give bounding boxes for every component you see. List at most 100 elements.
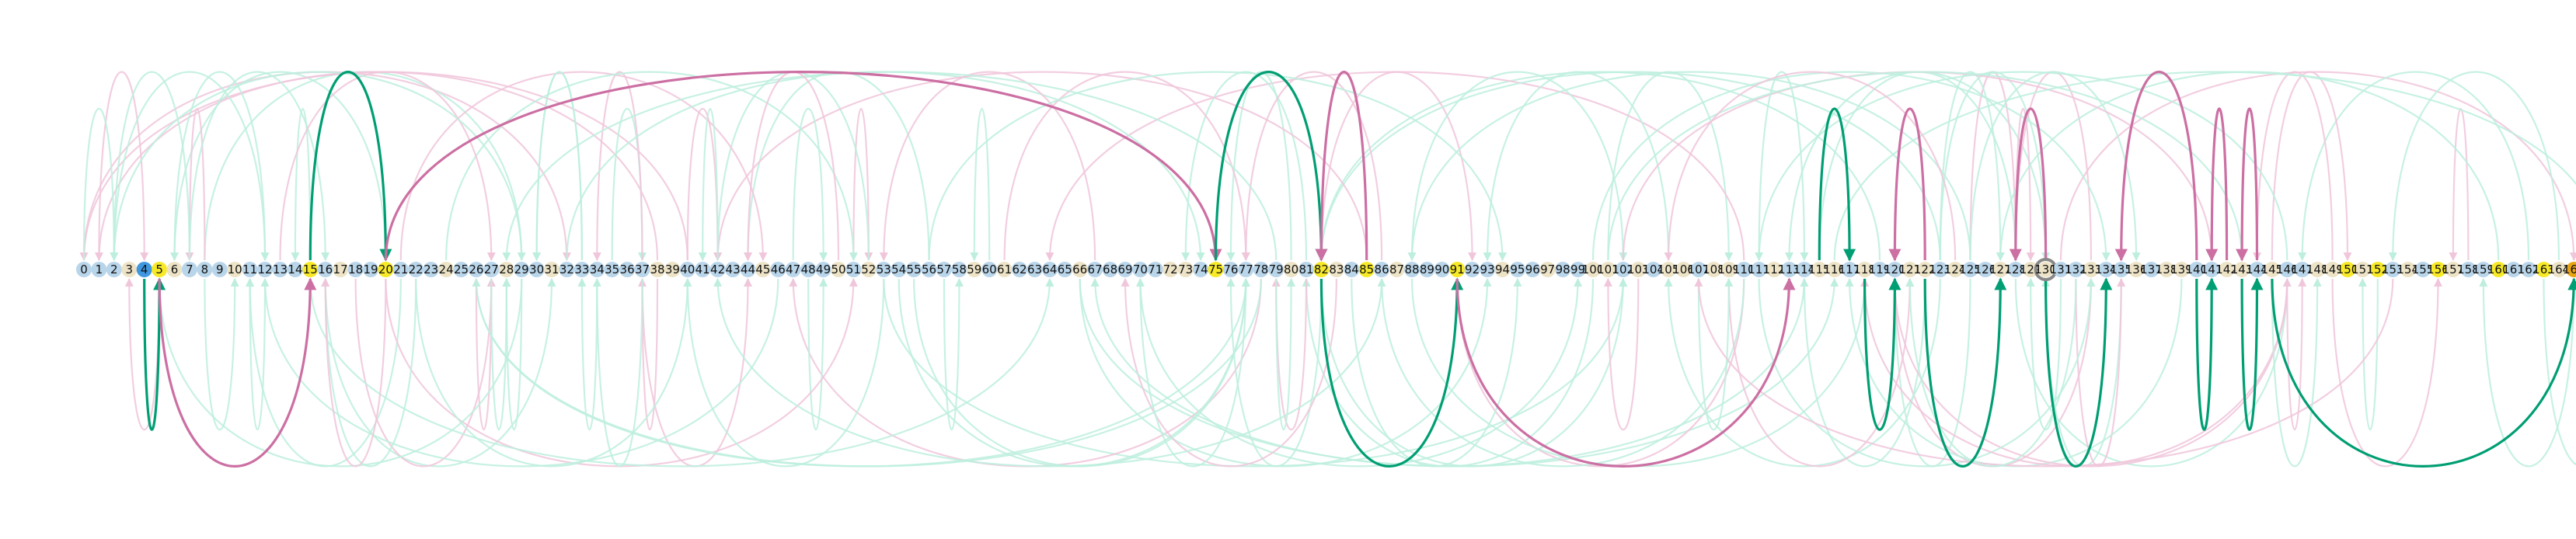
faint-arc [2286, 277, 2307, 431]
node-circle [152, 262, 168, 277]
node-circle [966, 262, 982, 277]
node-circle [921, 262, 937, 277]
graph-node: 151 [2351, 262, 2374, 277]
node-label: 49 [816, 263, 831, 276]
graph-node: 3 [121, 262, 138, 277]
node-label: 131 [2050, 263, 2072, 276]
faint-arc [415, 277, 692, 468]
graph-node: 21 [392, 262, 409, 277]
node-label: 28 [499, 263, 514, 276]
node-circle [755, 262, 771, 277]
node-circle [2445, 262, 2461, 277]
node-circle [1253, 262, 1269, 277]
graph-node: 63 [1027, 262, 1043, 277]
graph-node: 113 [1778, 262, 1800, 277]
node-circle [604, 262, 620, 277]
faint-arc [913, 277, 1250, 468]
graph-node: 78 [1253, 262, 1269, 277]
node-circle [483, 262, 500, 277]
node-circle [1917, 262, 1933, 277]
graph-node: 104 [1642, 262, 1664, 277]
graph-node: 42 [709, 262, 726, 277]
node-circle [815, 262, 831, 277]
graph-node: 120 [1884, 262, 1906, 277]
node-label: 140 [2185, 263, 2208, 276]
graph-node: 48 [800, 262, 817, 277]
node-circle [197, 262, 213, 277]
node-circle [2324, 262, 2341, 277]
graph-node: 124 [1944, 262, 1967, 277]
node-label: 135 [2110, 263, 2132, 276]
node-label: 147 [2291, 263, 2313, 276]
node-circle [2007, 262, 2024, 277]
node-label: 75 [1208, 263, 1223, 276]
node-circle [2204, 262, 2220, 277]
graph-node: 95 [1509, 262, 1525, 277]
faint-arc [399, 71, 768, 262]
node-label: 137 [2140, 263, 2163, 276]
node-label: 32 [559, 263, 574, 276]
node-label: 21 [393, 263, 408, 276]
faint-arc [185, 107, 206, 262]
node-label: 159 [2472, 263, 2494, 276]
strong-arc [2009, 107, 2048, 262]
node-label: 117 [1839, 263, 1861, 276]
graph-node: 17 [333, 262, 349, 277]
node-label: 26 [469, 263, 483, 276]
node-label: 133 [2080, 263, 2103, 276]
node-circle [573, 262, 590, 277]
graph-node: 98 [1555, 262, 1571, 277]
node-label: 1 [96, 263, 103, 276]
graph-node: 0 [76, 262, 92, 277]
faint-arc [2271, 277, 2322, 468]
node-label: 164 [2548, 263, 2571, 276]
node-label: 132 [2065, 263, 2087, 276]
node-label: 88 [1404, 263, 1419, 276]
node-label: 126 [1975, 263, 1997, 276]
node-label: 134 [2095, 263, 2118, 276]
node-circle [2491, 262, 2507, 277]
node-label: 16 [318, 263, 333, 276]
node-label: 19 [363, 263, 378, 276]
strong-arc [2236, 107, 2259, 262]
graph-node: 94 [1494, 262, 1511, 277]
graph-node: 158 [2457, 262, 2480, 277]
graph-node: 121 [1898, 262, 1921, 277]
graph-node: 32 [559, 262, 575, 277]
graph-node: 103 [1627, 262, 1650, 277]
node-label: 124 [1944, 263, 1967, 276]
graph-node: 75 [1208, 262, 1224, 277]
faint-arc [1135, 277, 1247, 468]
graph-node: 164 [2548, 262, 2571, 277]
graph-node: 127 [1989, 262, 2012, 277]
graph-node: 22 [408, 262, 424, 277]
node-circle [2475, 262, 2491, 277]
node-circle [2173, 262, 2190, 277]
graph-node: 153 [2382, 262, 2404, 277]
graph-node: 109 [1717, 262, 1740, 277]
faint-arc [110, 71, 190, 262]
strong-arc [1319, 277, 1464, 468]
node-label: 73 [1178, 263, 1193, 276]
faint-arc [1697, 277, 1734, 431]
node-label: 100 [1582, 263, 1605, 276]
node-label: 64 [1042, 263, 1057, 276]
strong-arc [1818, 107, 1856, 262]
faint-arc [1483, 71, 1670, 262]
graph-node: 116 [1823, 262, 1846, 277]
strong-arc [1888, 107, 1926, 262]
node-label: 119 [1869, 263, 1891, 276]
node-circle [1389, 262, 1405, 277]
graph-node: 44 [740, 262, 756, 277]
strong-arc [2271, 277, 2576, 468]
graph-node: 123 [1929, 262, 1951, 277]
node-label: 70 [1133, 263, 1148, 276]
node-circle [121, 262, 138, 277]
graph-node: 84 [1344, 262, 1360, 277]
faint-arc [1758, 277, 2096, 468]
faint-arc [713, 277, 1383, 468]
node-circle [211, 262, 228, 277]
faint-arc [246, 277, 267, 431]
node-circle [1057, 262, 1073, 277]
graph-node: 131 [2050, 262, 2072, 277]
